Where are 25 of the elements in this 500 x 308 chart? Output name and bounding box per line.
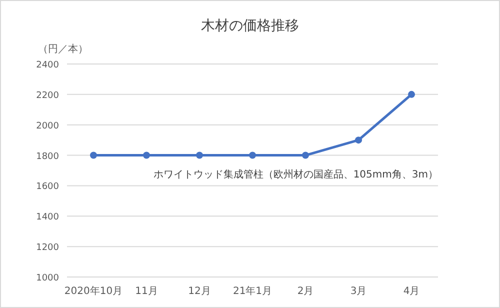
y-tick-label: 2200 [36,90,60,101]
point [143,152,150,159]
point [355,136,362,144]
x-tick-label: 2月 [297,286,314,297]
y-tick-label: 1200 [36,243,60,254]
y-tick-label: 1600 [36,182,60,192]
x-tick-label: 11月 [135,286,158,297]
point [302,152,309,159]
y-tick-label: 2000 [36,121,60,132]
point [196,152,203,159]
y-tick-label: 1000 [36,274,60,284]
x-tick-label: 2020年10月 [64,285,123,297]
point [408,90,415,98]
y-tick-label: 1800 [36,152,60,162]
x-tick-label: 12月 [188,286,211,297]
y-axis-title: （円／本） [38,43,88,55]
x-tick-label: 3月 [350,286,367,297]
y-tick-label: 1400 [36,212,60,223]
chart-title: 木材の価格推移 [201,18,299,34]
point [90,152,97,159]
series-label: ホワイトウッド集成管柱（欧州材の国産品、105mm角、3m） [153,168,438,180]
y-tick-label: 2400 [36,60,60,70]
x-tick-label: 21年1月 [232,285,272,297]
x-tick-label: 4月 [403,286,420,297]
point [249,152,256,159]
